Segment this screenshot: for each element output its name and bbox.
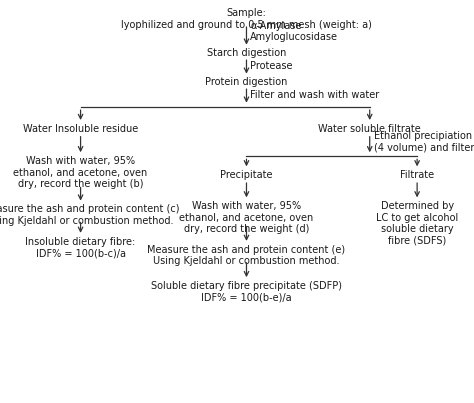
Text: Water Insoluble residue: Water Insoluble residue [23, 124, 138, 134]
Text: Insoluble dietary fibre:
IDF% = 100(b-c)/a: Insoluble dietary fibre: IDF% = 100(b-c)… [26, 237, 136, 258]
Text: Sample:
lyophilized and ground to 0.5 mm mesh (weight: a): Sample: lyophilized and ground to 0.5 mm… [121, 8, 372, 30]
Text: Wash with water, 95%
ethanol, and acetone, oven
dry, record the weight (d): Wash with water, 95% ethanol, and aceton… [179, 201, 314, 234]
Text: Protease: Protease [250, 61, 293, 71]
Text: Filtrate: Filtrate [400, 170, 434, 180]
Text: Measure the ash and protein content (e)
Using Kjeldahl or combustion method.: Measure the ash and protein content (e) … [147, 245, 346, 266]
Text: Ethanol precipiation
(4 volume) and filter: Ethanol precipiation (4 volume) and filt… [374, 131, 474, 153]
Text: Precipitate: Precipitate [220, 170, 273, 180]
Text: Measure the ash and protein content (c)
Using Kjeldahl or combustion method.: Measure the ash and protein content (c) … [0, 204, 179, 226]
Text: Filter and wash with water: Filter and wash with water [250, 90, 380, 100]
Text: Wash with water, 95%
ethanol, and acetone, oven
dry, record the weight (b): Wash with water, 95% ethanol, and aceton… [13, 156, 148, 189]
Text: Starch digestion: Starch digestion [207, 48, 286, 58]
Text: α-Amylase
Amyloglucosidase: α-Amylase Amyloglucosidase [250, 21, 338, 42]
Text: Soluble dietary fibre precipitate (SDFP)
IDF% = 100(b-e)/a: Soluble dietary fibre precipitate (SDFP)… [151, 281, 342, 303]
Text: Water soluble filtrate: Water soluble filtrate [319, 124, 421, 134]
Text: Determined by
LC to get alcohol
soluble dietary
fibre (SDFS): Determined by LC to get alcohol soluble … [376, 201, 458, 246]
Text: Protein digestion: Protein digestion [205, 77, 288, 87]
